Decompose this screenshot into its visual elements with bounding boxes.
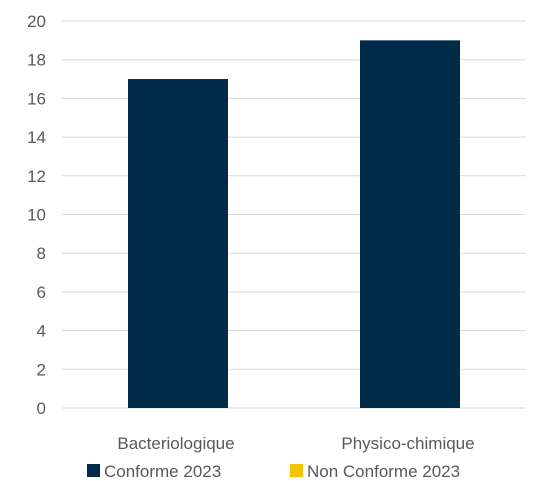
y-tick-label: 2 (37, 360, 46, 379)
legend-swatch (87, 464, 100, 477)
y-tick-label: 8 (37, 244, 46, 263)
y-tick-label: 6 (37, 283, 46, 302)
bar-conforme-2 (360, 40, 460, 408)
bar-conforme-1 (128, 79, 228, 409)
y-tick-label: 10 (27, 206, 46, 225)
y-tick-label: 0 (37, 399, 46, 418)
y-tick-label: 16 (27, 89, 46, 108)
x-axis-category-labels: Bacteriologique Physico-chimique (117, 434, 474, 453)
y-tick-label: 20 (27, 12, 46, 31)
y-tick-label: 18 (27, 51, 46, 70)
y-tick-label: 14 (27, 128, 46, 147)
y-tick-label: 4 (37, 322, 46, 341)
legend: Conforme 2023 Non Conforme 2023 (87, 462, 460, 481)
bars (128, 40, 460, 409)
legend-swatch (290, 464, 303, 477)
y-tick-label: 12 (27, 167, 46, 186)
legend-label: Non Conforme 2023 (307, 462, 460, 481)
legend-label: Conforme 2023 (104, 462, 221, 481)
category-label: Physico-chimique (341, 434, 474, 453)
y-axis-tick-labels: 0 2 4 6 8 10 12 14 16 18 20 (27, 12, 46, 418)
category-label: Bacteriologique (117, 434, 234, 453)
